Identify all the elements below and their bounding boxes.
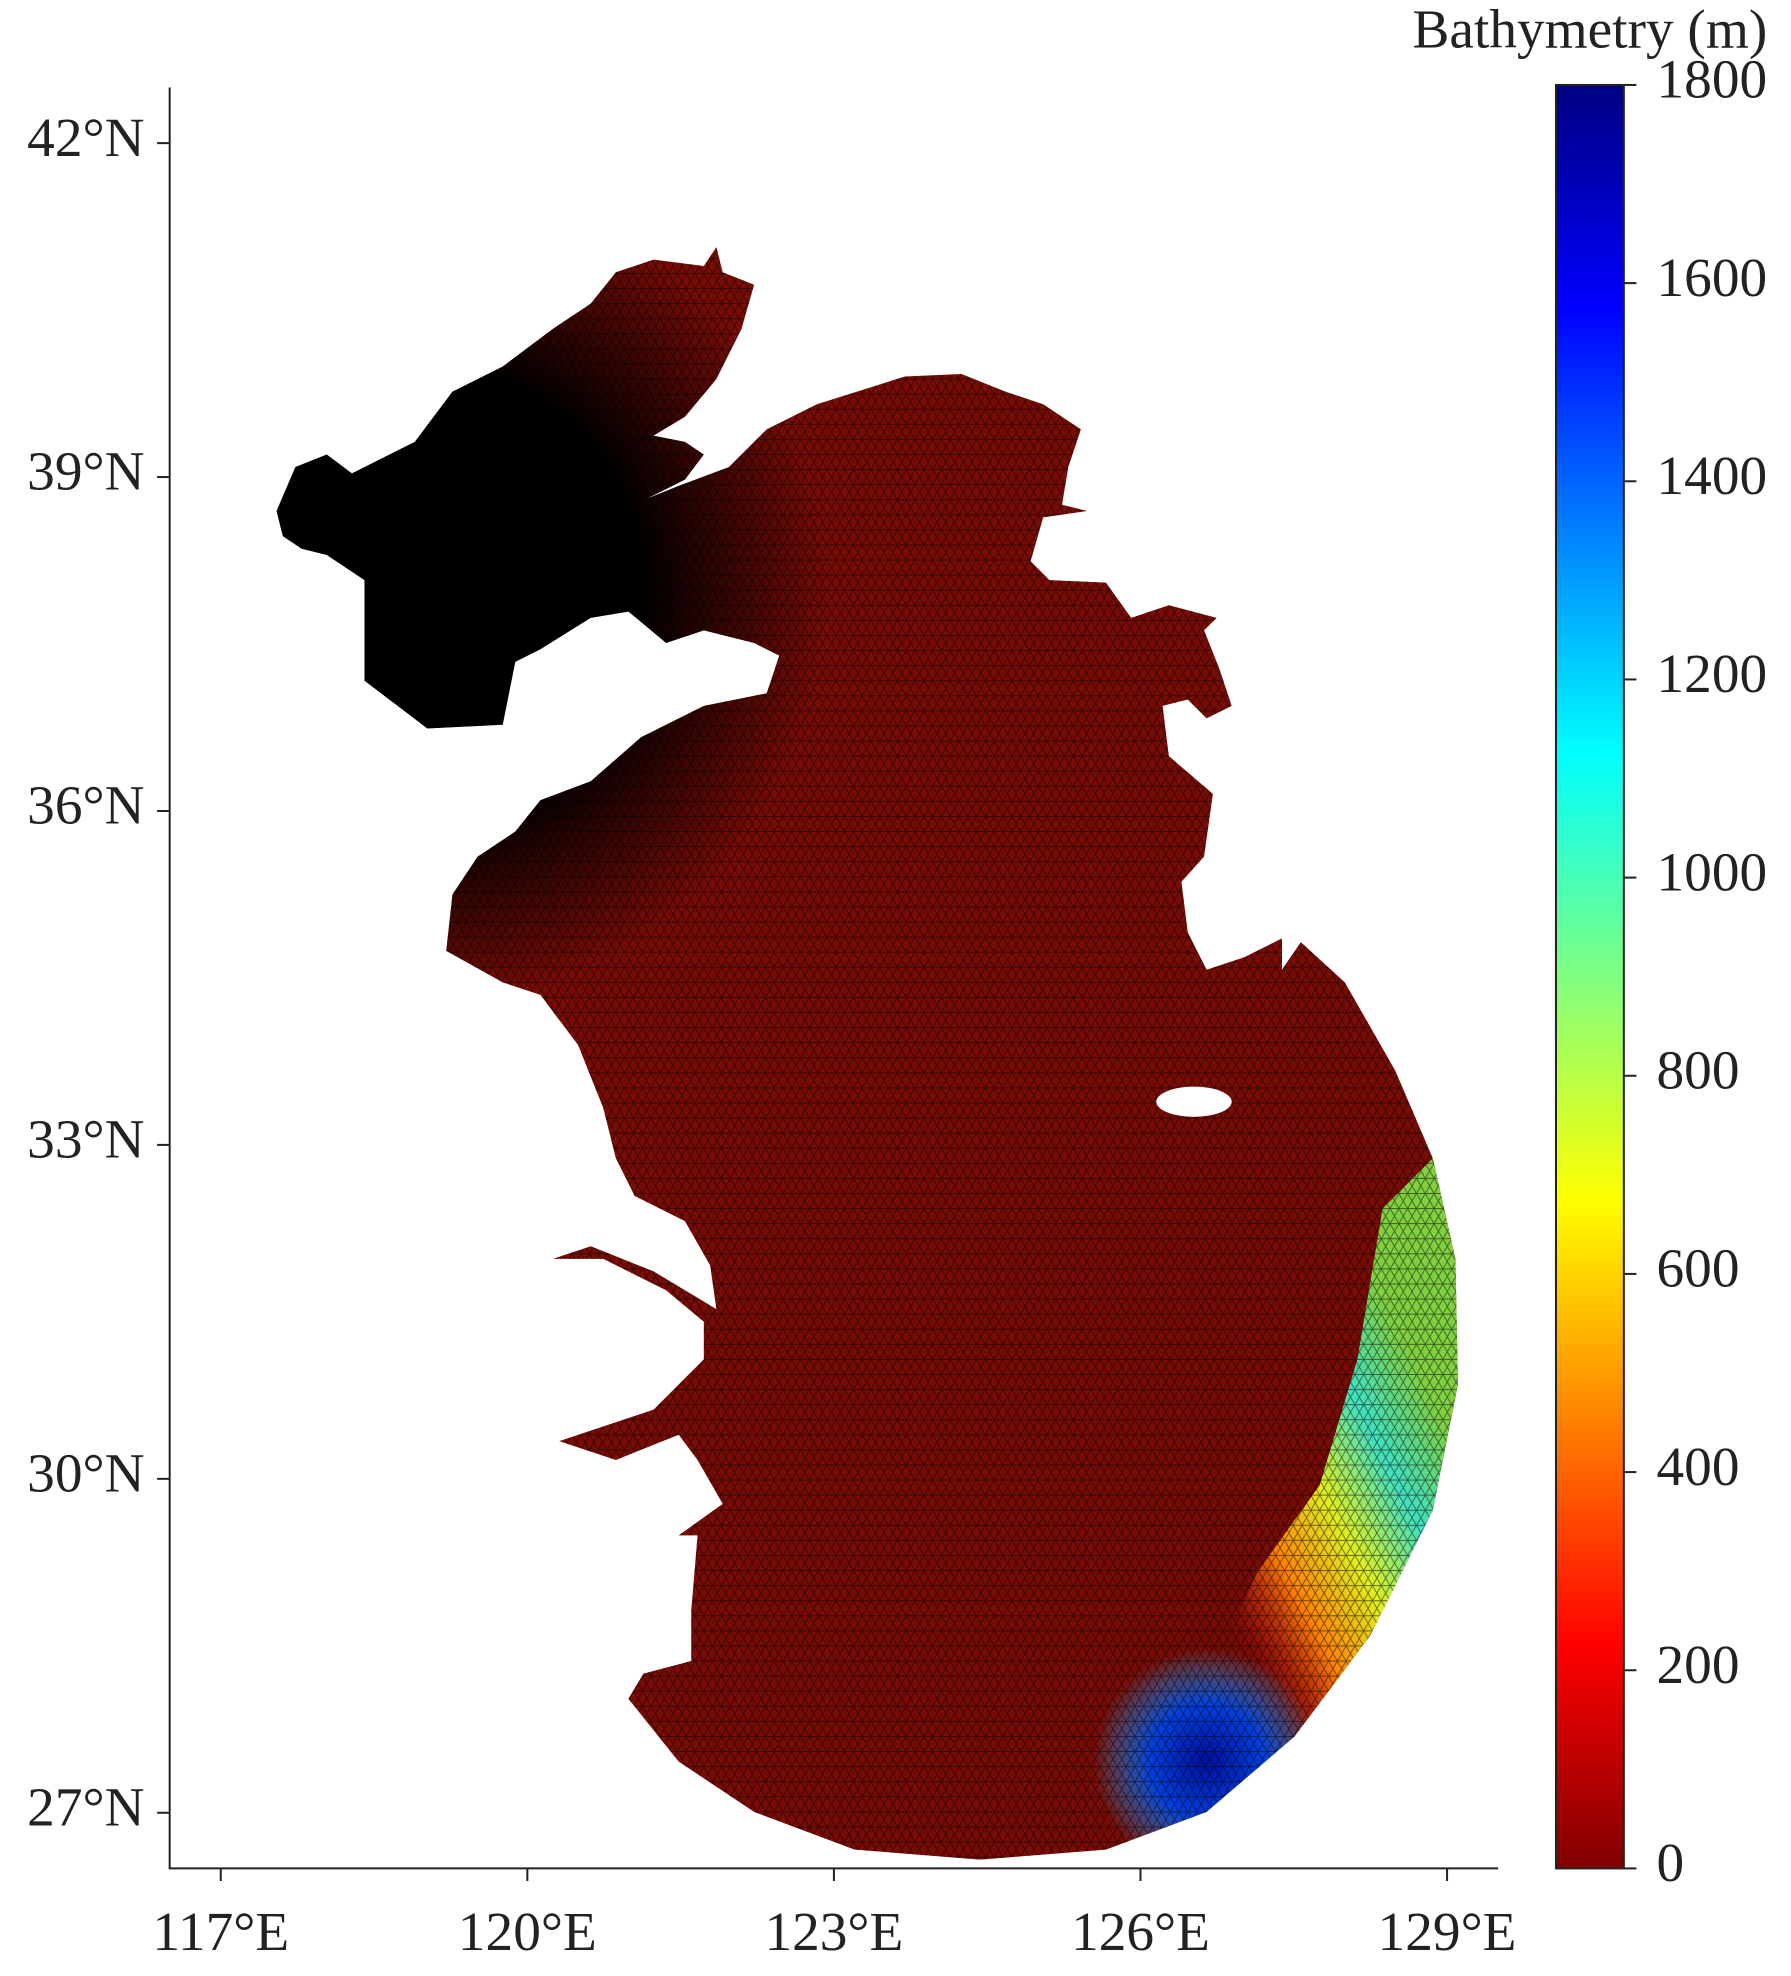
colorbar-tick-label: 1800 — [1657, 49, 1768, 110]
axis-frame — [168, 87, 1499, 1870]
y-tick-label: 39°N — [27, 441, 144, 502]
x-tick-label: 120°E — [458, 1901, 597, 1962]
colorbar-tick-label: 1200 — [1657, 643, 1768, 704]
colorbar-tick-label: 400 — [1657, 1436, 1740, 1497]
colorbar-tick-label: 1400 — [1657, 445, 1768, 506]
y-tick-label: 30°N — [27, 1443, 144, 1504]
mesh-domain — [276, 247, 1458, 1860]
colorbar-title: Bathymetry (m) — [1413, 0, 1768, 59]
island — [1156, 1086, 1232, 1117]
x-tick-label: 129°E — [1378, 1901, 1517, 1962]
x-tick-label: 126°E — [1071, 1901, 1210, 1962]
x-tick-label: 123°E — [764, 1901, 903, 1962]
colorbar-tick-label: 600 — [1657, 1238, 1740, 1299]
colorbar-tick-label: 1600 — [1657, 247, 1768, 308]
y-tick-label: 36°N — [27, 775, 144, 836]
y-tick-label: 42°N — [27, 107, 144, 168]
x-tick-label: 117°E — [152, 1901, 289, 1962]
colorbar — [1554, 83, 1625, 1870]
colorbar-tick-label: 800 — [1657, 1039, 1740, 1100]
y-tick-label: 33°N — [27, 1109, 144, 1170]
colorbar-tick-label: 0 — [1657, 1832, 1685, 1893]
colorbar-tick-label: 1000 — [1657, 841, 1768, 902]
colorbar-tick-label: 200 — [1657, 1634, 1740, 1695]
y-tick-label: 27°N — [27, 1776, 144, 1837]
